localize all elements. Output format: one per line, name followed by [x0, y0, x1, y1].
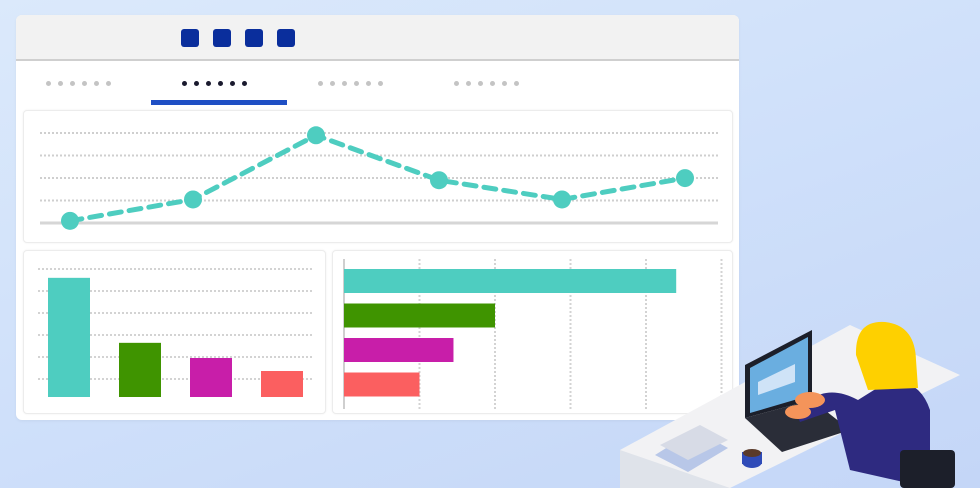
person-hair	[855, 321, 918, 390]
data-point	[430, 171, 448, 190]
tab-4[interactable]	[454, 77, 519, 89]
bar-chart-panel	[332, 250, 733, 414]
person-at-desk-illustration	[620, 321, 960, 488]
column-chart-panel	[23, 250, 326, 414]
data-point	[61, 211, 79, 230]
line-chart	[40, 126, 718, 230]
column-bar	[48, 277, 90, 397]
data-point	[184, 190, 202, 209]
tab-1[interactable]	[46, 77, 111, 89]
chair	[900, 450, 955, 488]
column-bar	[119, 342, 161, 397]
toolbar-button-3[interactable]	[245, 29, 263, 47]
toolbar-button-1[interactable]	[181, 29, 199, 47]
person-body	[795, 380, 930, 488]
data-point	[676, 169, 694, 188]
column-bar	[190, 358, 232, 397]
horizontal-bar	[344, 269, 677, 293]
tab-2-active[interactable]	[182, 77, 247, 89]
horizontal-bar	[344, 303, 495, 328]
bar-chart	[343, 259, 723, 409]
column-bar	[261, 371, 303, 397]
data-point	[553, 190, 571, 209]
horizontal-bar	[344, 338, 454, 362]
toolbar-button-4[interactable]	[277, 29, 295, 47]
dashboard-window	[16, 15, 739, 420]
tab-3[interactable]	[318, 77, 383, 89]
active-tab-indicator	[151, 100, 287, 105]
line-series	[67, 132, 688, 224]
data-point	[307, 126, 325, 145]
toolbar-button-2[interactable]	[213, 29, 231, 47]
line-chart-panel	[23, 110, 733, 243]
horizontal-bar	[344, 372, 420, 397]
column-chart	[38, 268, 314, 397]
window-toolbar	[16, 15, 739, 61]
